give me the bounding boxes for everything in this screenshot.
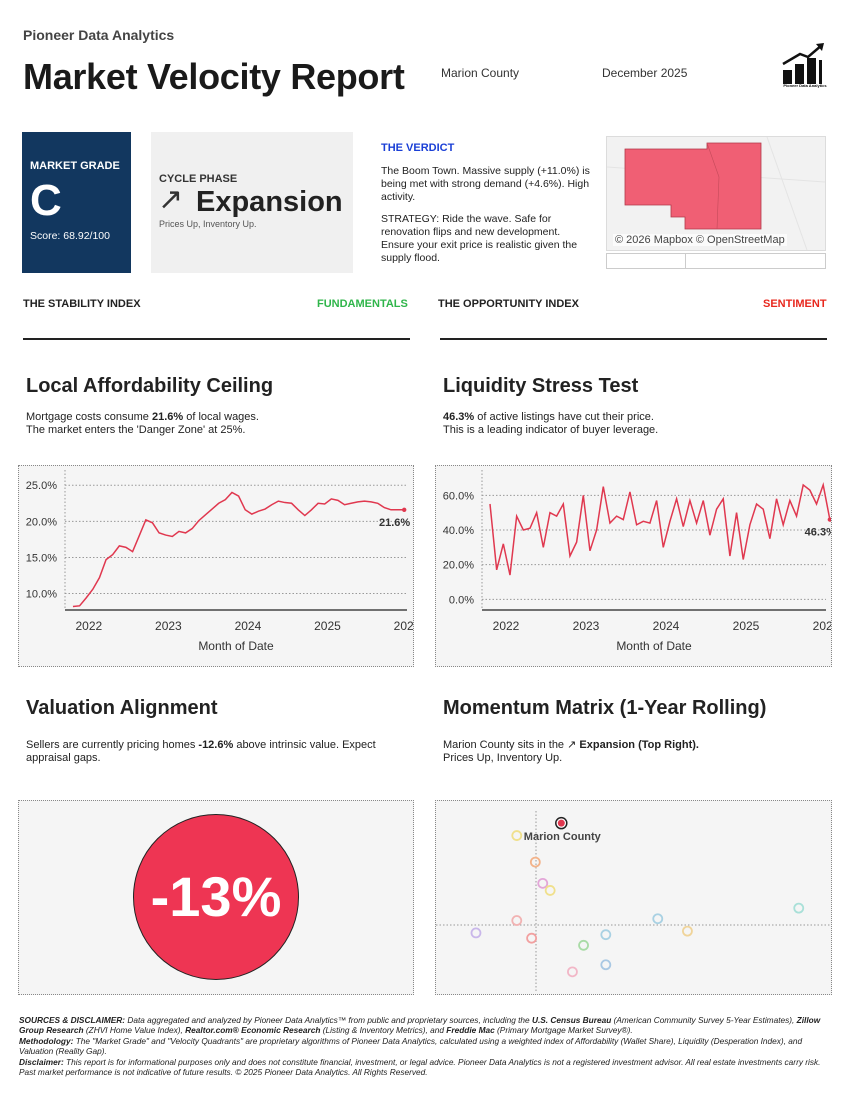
liquidity-chart: 0.0% 20.0% 40.0% 60.0% 2022 2023 2024 2025 2026 M… bbox=[435, 465, 840, 667]
end-point bbox=[402, 507, 407, 512]
y-tick-label: 0.0% bbox=[449, 594, 474, 606]
fundamentals-tag: FUNDAMENTALS bbox=[317, 298, 408, 310]
scatter-point bbox=[529, 856, 541, 868]
bar-chart-logo-icon bbox=[782, 43, 824, 84]
report-date: December 2025 bbox=[602, 66, 688, 80]
x-tick-label: 2025 bbox=[314, 619, 341, 633]
y-tick-label: 10.0% bbox=[26, 589, 57, 601]
grade-value: C bbox=[30, 176, 62, 225]
highlight-point bbox=[557, 819, 565, 827]
highlight-label: Marion County bbox=[524, 831, 602, 843]
x-axis-label: Month of Date bbox=[198, 639, 274, 653]
liquidity-text: 46.3% of active listings have cut their … bbox=[443, 411, 659, 436]
x-tick-label: 2026 bbox=[394, 619, 413, 633]
valuation-gap-value: -13% bbox=[150, 865, 282, 928]
valuation-title: Valuation Alignment bbox=[26, 697, 218, 719]
scatter-point bbox=[567, 966, 578, 978]
disclaimer: SOURCES & DISCLAIMER: Data aggregated an… bbox=[19, 1015, 821, 1078]
y-tick-label: 25.0% bbox=[26, 480, 57, 492]
scatter-point bbox=[526, 932, 538, 944]
grade-score: Score: 68.92/100 bbox=[30, 230, 110, 242]
liquidity-title: Liquidity Stress Test bbox=[443, 375, 639, 397]
momentum-text: Marion County sits in the ↗ Expansion (T… bbox=[443, 739, 699, 764]
scatter-point bbox=[682, 925, 693, 937]
series-line bbox=[72, 491, 405, 608]
affordability-title: Local Affordability Ceiling bbox=[26, 375, 274, 397]
scatter-point bbox=[600, 959, 612, 971]
scatter-point bbox=[511, 915, 523, 926]
scatter-point bbox=[652, 913, 664, 925]
verdict-heading: THE VERDICT bbox=[381, 142, 455, 154]
scatter-point bbox=[600, 929, 612, 941]
y-tick-label: 20.0% bbox=[443, 560, 474, 572]
valuation-panel: -13% bbox=[18, 800, 414, 995]
y-tick-label: 40.0% bbox=[443, 525, 474, 537]
x-tick-label: 2022 bbox=[76, 619, 103, 633]
phase-value: Expansion bbox=[196, 186, 343, 218]
scatter-point bbox=[537, 877, 549, 889]
x-tick-label: 2022 bbox=[493, 619, 520, 633]
x-tick-label: 2024 bbox=[235, 619, 262, 633]
logo-caption: Pioneer Data Analytics bbox=[783, 83, 827, 88]
scatter-point bbox=[544, 885, 556, 896]
end-value-label: 21.6% bbox=[379, 517, 410, 529]
cycle-phase-card: CYCLE PHASE ↗ Expansion Prices Up, Inven… bbox=[151, 132, 353, 273]
scatter-point bbox=[578, 939, 589, 951]
grade-label: MARKET GRADE bbox=[30, 160, 120, 172]
x-tick-label: 2025 bbox=[733, 619, 760, 633]
x-tick-label: 2026 bbox=[813, 619, 831, 633]
stability-divider bbox=[23, 338, 410, 340]
opportunity-index-title: THE OPPORTUNITY INDEX bbox=[438, 298, 579, 310]
market-grade-card: MARKET GRADE C Score: 68.92/100 bbox=[22, 132, 131, 273]
x-tick-label: 2023 bbox=[155, 619, 182, 633]
logo: Pioneer Data Analytics bbox=[780, 40, 830, 92]
map-credit: © 2026 Mapbox © OpenStreetMap bbox=[613, 234, 787, 246]
x-axis-label: Month of Date bbox=[616, 639, 692, 653]
county-shape bbox=[607, 137, 825, 250]
county-map[interactable]: © 2026 Mapbox © OpenStreetMap bbox=[606, 136, 826, 251]
verdict-strategy: STRATEGY: Ride the wave. Safe for renova… bbox=[381, 213, 578, 264]
map-scale-bar bbox=[606, 253, 826, 269]
sentiment-tag: SENTIMENT bbox=[763, 298, 827, 310]
brand-name: Pioneer Data Analytics bbox=[23, 27, 175, 43]
y-tick-label: 20.0% bbox=[26, 516, 57, 528]
phase-label: CYCLE PHASE bbox=[159, 173, 238, 185]
series-line bbox=[489, 482, 831, 576]
valuation-gap-circle bbox=[133, 814, 299, 980]
up-right-arrow-icon: ↗ bbox=[567, 739, 577, 751]
up-right-arrow-icon: ↗ bbox=[158, 183, 184, 216]
valuation-text: Sellers are currently pricing homes -12.… bbox=[26, 739, 376, 764]
x-tick-label: 2024 bbox=[653, 619, 680, 633]
page-title: Market Velocity Report bbox=[23, 56, 405, 97]
momentum-chart: Marion County bbox=[435, 800, 832, 995]
affordability-text: Mortgage costs consume 21.6% of local wa… bbox=[26, 411, 259, 436]
y-tick-label: 15.0% bbox=[26, 552, 57, 564]
momentum-title: Momentum Matrix (1-Year Rolling) bbox=[443, 697, 767, 719]
x-tick-label: 2023 bbox=[573, 619, 600, 633]
scatter-point bbox=[511, 830, 523, 841]
phase-subtext: Prices Up, Inventory Up. bbox=[159, 219, 257, 229]
end-value-label: 46.3% bbox=[805, 527, 831, 539]
verdict-summary: The Boom Town. Massive supply (+11.0%) i… bbox=[381, 165, 590, 203]
affordability-chart: 10.0% 15.0% 20.0% 25.0% 2022 2023 2024 2025 2026… bbox=[18, 465, 421, 667]
scatter-point bbox=[793, 902, 805, 914]
scatter-point bbox=[470, 927, 482, 939]
county-label: Marion County bbox=[441, 66, 520, 80]
y-tick-label: 60.0% bbox=[443, 490, 474, 502]
end-point bbox=[827, 517, 833, 522]
stability-index-title: THE STABILITY INDEX bbox=[23, 298, 141, 310]
opportunity-divider bbox=[440, 338, 827, 340]
